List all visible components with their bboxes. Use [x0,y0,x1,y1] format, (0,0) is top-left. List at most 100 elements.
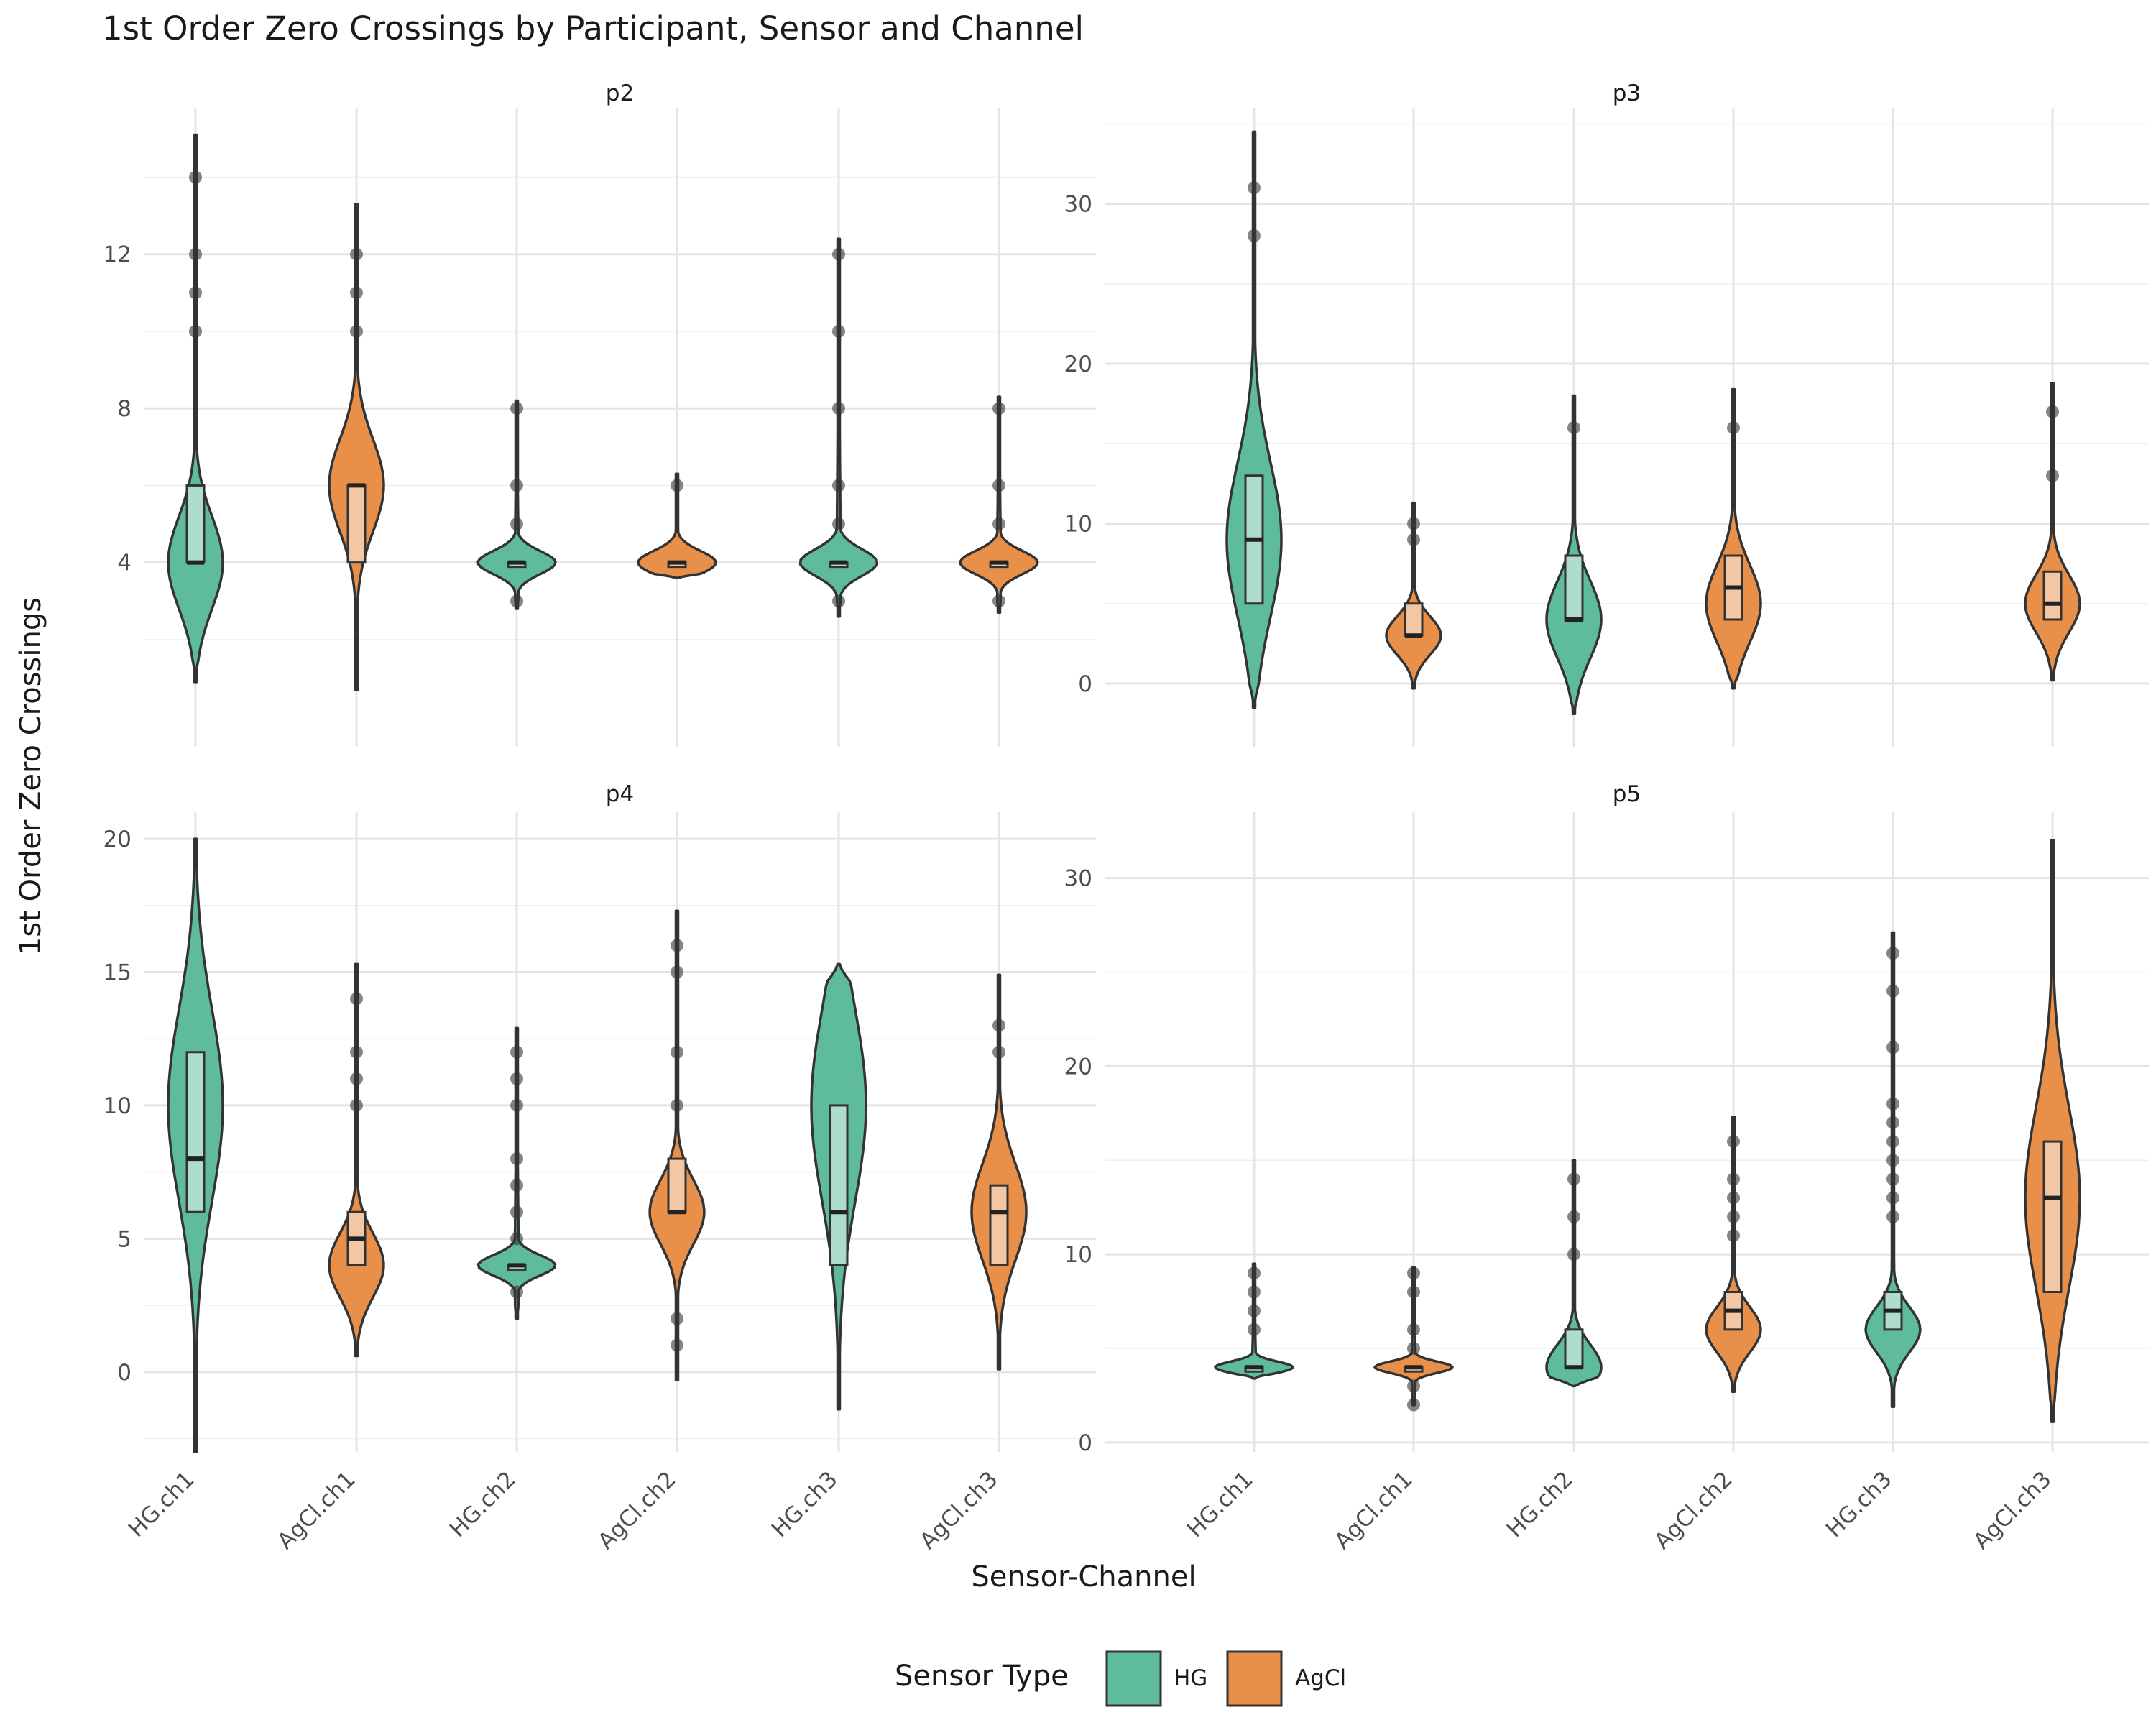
outlier-point [2046,405,2059,418]
violin-HG.ch2 [476,1026,557,1320]
y-tick-label: 10 [1064,512,1092,538]
outlier-point [1248,1304,1261,1317]
y-tick-label: 10 [103,1093,132,1119]
violin-group-HG.ch3 [810,962,867,1411]
x-tick-label: AgCl.ch1 [272,1466,361,1555]
violin-group-AgCl.ch2 [1705,387,1762,690]
y-tick-label: 5 [117,1226,132,1252]
box-HG.ch1 [185,1051,206,1213]
outlier-point [1886,1154,1899,1167]
y-tick-label: 20 [103,827,132,852]
outlier-point [1886,1041,1899,1054]
outlier-point [350,1098,363,1112]
violin-group-AgCl.ch3 [2024,381,2081,682]
outlier-point [1248,181,1261,195]
violin-group-HG.ch3 [798,237,879,618]
outlier-point [1727,421,1740,434]
y-tick-label: 15 [103,960,132,986]
facet-p2: p2 4 8 12 [103,80,1096,748]
x-axis-title: Sensor-Channel [971,1560,1196,1593]
outlier-point [1886,1210,1899,1223]
outlier-point [1727,1191,1740,1205]
outlier-point [350,1045,363,1059]
violin-group-HG.ch1 [167,133,224,684]
x-tick-label: HG.ch2 [445,1466,521,1542]
outlier-point [350,1072,363,1085]
violin-AgCl.ch3 [970,973,1028,1371]
outlier-point [671,1045,683,1059]
violin-AgCl.ch1 [1385,501,1442,690]
outlier-point [1248,1285,1261,1299]
box-HG.ch2 [1564,1328,1584,1368]
x-tick-label: AgCl.ch2 [1649,1466,1738,1555]
violin-AgCl.ch3 [2024,839,2081,1423]
box-AgCl.ch1 [1404,602,1424,637]
outlier-point [1407,1322,1420,1336]
legend-label-agcl: AgCl [1295,1665,1346,1691]
legend-key-hg [1105,1650,1162,1707]
outlier-point [671,1338,683,1352]
outlier-point [992,1018,1005,1032]
outlier-point [189,170,202,184]
box-AgCl.ch1 [346,484,367,564]
outlier-point [992,518,1005,531]
outlier-point [1886,1191,1899,1205]
facet-p4: p4 0 5 10 15 20 HG.ch1 AgCl.ch1 HG.ch2 AgCl.ch2 HG… [103,781,1096,1555]
outlier-point [992,1045,1005,1059]
violin-AgCl.ch3 [2024,381,2081,682]
violin-AgCl.ch2 [637,472,717,579]
y-tick-label: 30 [1064,192,1092,218]
outlier-point [1407,1285,1420,1299]
outlier-point [1407,1398,1420,1412]
x-tick-label: HG.ch1 [124,1466,200,1542]
violin-group-HG.ch2 [1545,1159,1603,1388]
box-HG.ch1 [185,484,206,564]
outlier-point [1886,984,1899,998]
chart-title: 1st Order Zero Crossings by Participant,… [102,9,1084,47]
outlier-point [671,479,683,492]
outlier-point [832,479,845,492]
violin-group-HG.ch2 [1545,394,1603,716]
violin-group-HG.ch1 [167,837,224,1453]
outlier-point [1727,1210,1740,1223]
outlier-point [1727,1228,1740,1242]
x-tick-label: HG.ch1 [1182,1466,1258,1542]
outlier-point [671,1312,683,1325]
legend-title: Sensor Type [895,1660,1069,1693]
y-tick-label: 8 [117,396,132,422]
outlier-point [992,402,1005,415]
violin-group-AgCl.ch1 [1385,501,1442,690]
y-tick-label: 12 [103,242,132,268]
violin-group-HG.ch1 [1225,130,1283,709]
violin-group-AgCl.ch2 [1705,1116,1762,1393]
outlier-point [1407,533,1420,546]
violin-HG.ch2 [476,399,557,610]
facet-p5: p5 0 10 20 30 HG.ch1 AgCl.ch1 HG.ch2 AgCl.ch2 HG.… [1064,781,2149,1555]
outlier-point [510,1152,523,1166]
outlier-point [832,594,845,608]
outlier-point [1248,229,1261,242]
violin-group-AgCl.ch1 [328,962,385,1358]
outlier-point [510,1205,523,1219]
legend: Sensor Type HG AgCl [895,1650,1346,1707]
outlier-point [671,1098,683,1112]
outlier-point [832,324,845,338]
facet-label-p2: p2 [606,80,634,106]
outlier-point [510,1045,523,1059]
violin-group-HG.ch2 [476,399,557,610]
outlier-point [350,992,363,1006]
box-AgCl.ch3 [2042,570,2063,621]
outlier-point [1407,1266,1420,1280]
box-AgCl.ch2 [667,1157,687,1213]
outlier-point [992,479,1005,492]
violin-AgCl.ch2 [648,909,706,1381]
outlier-point [350,286,363,300]
outlier-point [1407,1379,1420,1393]
violin-group-AgCl.ch1 [328,203,385,691]
outlier-point [510,518,523,531]
violin-AgCl.ch1 [328,962,385,1358]
violin-AgCl.ch3 [959,395,1039,615]
y-tick-label: 0 [117,1360,132,1386]
outlier-point [1886,1135,1899,1149]
